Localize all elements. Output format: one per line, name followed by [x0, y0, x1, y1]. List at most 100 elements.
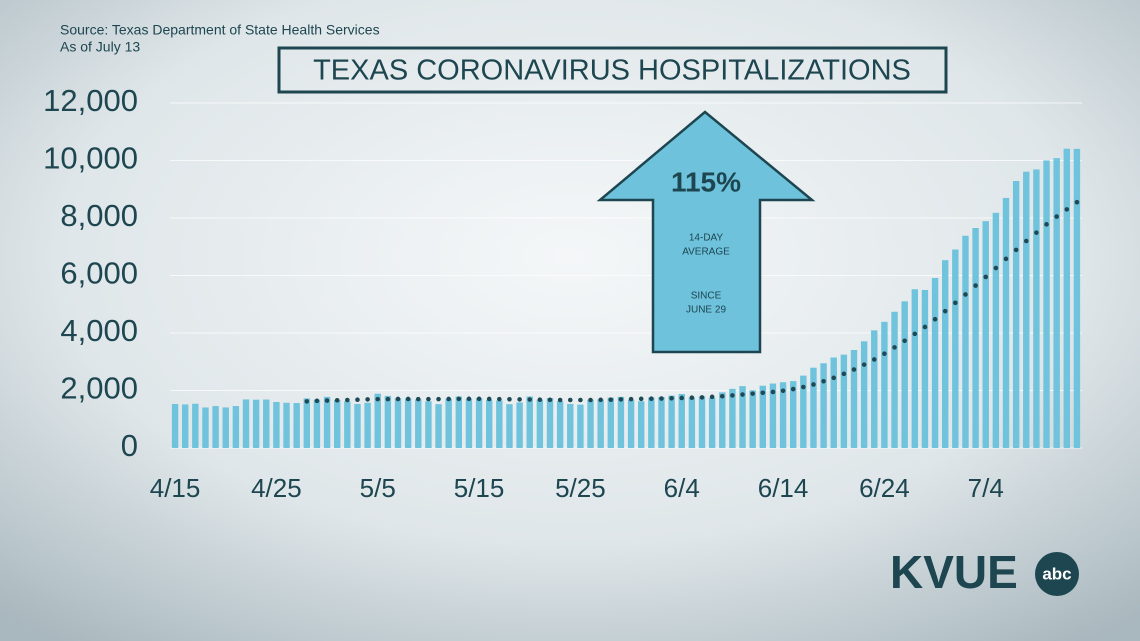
bar	[445, 398, 452, 448]
bar	[617, 396, 625, 448]
bar	[556, 401, 564, 448]
average-dot	[770, 389, 776, 395]
average-dot	[993, 265, 999, 271]
average-dot	[801, 384, 806, 390]
average-dot	[507, 396, 512, 402]
y-tick-label: 4,000	[60, 313, 138, 348]
average-dot	[355, 397, 360, 403]
title-box	[277, 46, 948, 94]
average-dot	[486, 396, 492, 402]
bar	[1073, 148, 1081, 448]
bar	[567, 403, 574, 448]
average-dot	[547, 397, 553, 403]
bar	[1063, 148, 1070, 448]
bar	[546, 398, 554, 448]
bar	[293, 403, 300, 448]
bar	[283, 402, 290, 448]
average-dot	[456, 396, 462, 402]
average-dot	[527, 397, 533, 402]
bar	[1023, 171, 1030, 448]
average-dot	[841, 371, 847, 377]
x-tick-label: 4/15	[150, 473, 201, 503]
average-dot	[760, 390, 766, 396]
average-dot	[557, 397, 563, 403]
average-dot	[871, 357, 877, 362]
bar	[465, 398, 473, 448]
bar	[526, 396, 533, 448]
average-dot	[345, 397, 350, 403]
average-dot	[598, 397, 603, 403]
bar	[901, 301, 908, 448]
average-dot	[517, 397, 522, 402]
bar	[658, 397, 665, 448]
annotation-text: AVERAGE	[682, 247, 730, 258]
bar	[1012, 181, 1020, 448]
average-dot	[446, 396, 451, 402]
bar	[850, 349, 858, 448]
average-dot	[942, 308, 948, 314]
bar	[587, 399, 594, 448]
bar	[668, 395, 675, 448]
average-dot	[750, 391, 755, 396]
bar	[212, 406, 219, 448]
annotation-text: JUNE 29	[686, 305, 726, 316]
average-dot	[983, 274, 989, 280]
y-tick-label: 10,000	[43, 141, 138, 176]
bar	[202, 407, 209, 448]
average-dot	[405, 396, 411, 402]
average-dot	[892, 345, 897, 350]
bar	[719, 392, 726, 448]
average-dot	[811, 382, 816, 387]
bar	[648, 397, 655, 448]
bar	[415, 399, 422, 448]
average-dot	[497, 396, 502, 402]
bar	[192, 403, 199, 448]
average-dot	[679, 395, 685, 401]
bar	[820, 363, 827, 448]
average-dot	[426, 396, 431, 402]
bar	[769, 383, 777, 448]
average-dot	[719, 393, 725, 399]
bar	[536, 399, 544, 448]
average-dot	[740, 392, 745, 397]
source: Source: Texas Department of State Health…	[60, 22, 380, 38]
average-dot	[638, 396, 644, 402]
bar	[992, 212, 1000, 448]
average-dot	[567, 397, 573, 403]
bar	[972, 228, 979, 448]
arrow	[596, 110, 816, 354]
average-dot	[963, 292, 968, 297]
x-tick-label: 6/14	[758, 473, 809, 503]
bar	[911, 289, 918, 448]
bar	[952, 249, 959, 448]
bar	[516, 402, 523, 448]
bar	[779, 382, 787, 448]
average-dot	[578, 397, 583, 403]
average-dot	[902, 338, 907, 344]
average-dot	[932, 316, 938, 322]
bar	[232, 406, 240, 448]
average-dot	[628, 396, 634, 402]
bar	[344, 401, 351, 448]
bar	[364, 402, 371, 448]
bar	[425, 401, 432, 448]
bar	[698, 396, 706, 448]
bar	[313, 399, 321, 448]
bar	[384, 395, 392, 448]
average-dot	[618, 397, 624, 402]
bar	[263, 399, 270, 448]
average-dot	[314, 398, 320, 404]
bar	[871, 330, 878, 448]
average-dot	[953, 300, 958, 306]
bar	[303, 398, 310, 448]
average-dot	[1003, 256, 1009, 262]
y-tick-label: 8,000	[60, 198, 138, 233]
x-tick-label: 5/25	[555, 473, 606, 503]
average-dot	[659, 396, 664, 401]
average-dot	[861, 362, 867, 367]
bar	[1043, 160, 1050, 448]
bar	[374, 393, 381, 448]
average-dot	[537, 397, 543, 403]
x-tick-label: 6/4	[664, 473, 700, 503]
